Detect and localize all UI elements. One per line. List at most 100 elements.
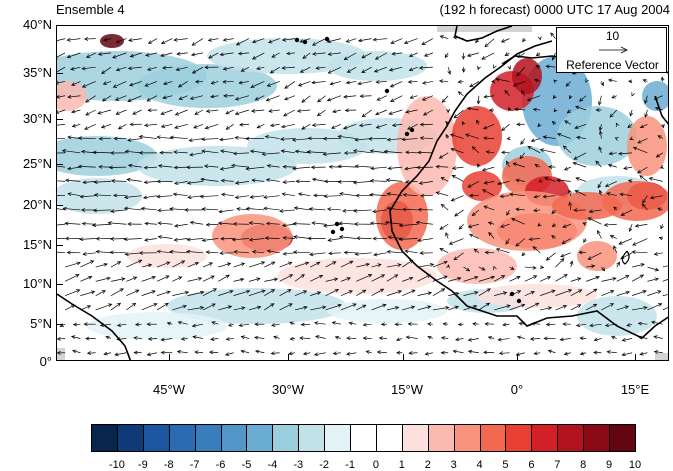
wind-vector-head <box>461 121 466 126</box>
wind-vector <box>631 290 647 296</box>
wind-vector-head <box>292 166 297 171</box>
wind-vector-head <box>334 335 340 340</box>
wind-vector-head <box>102 81 107 85</box>
lake-outline <box>621 250 630 265</box>
colorbar-swatch <box>375 424 403 452</box>
wind-vector <box>211 321 219 325</box>
wind-vector-head <box>271 261 276 266</box>
wind-vector <box>370 166 387 169</box>
wind-vector-head <box>146 322 151 327</box>
wind-vector <box>116 66 127 71</box>
wind-vector <box>266 95 280 101</box>
wind-vector-head <box>397 290 403 294</box>
wind-vector-head <box>435 164 440 169</box>
wind-vector <box>310 306 326 311</box>
lat-tick <box>56 245 63 246</box>
wind-vector-head <box>166 290 171 295</box>
wind-vector <box>440 35 449 39</box>
wind-vector <box>520 138 526 145</box>
wind-vector <box>293 236 311 239</box>
colorbar-swatch <box>168 424 196 452</box>
colorbar-swatch <box>298 424 326 452</box>
wind-vector <box>130 52 142 57</box>
wind-vector-head <box>239 122 244 127</box>
wind-vector-head <box>451 175 456 179</box>
wind-vector <box>160 52 173 57</box>
wind-vector <box>177 351 188 354</box>
wind-vector <box>241 66 250 72</box>
wind-vector-head <box>530 321 536 326</box>
lat-label-40n: 40°N <box>22 17 52 32</box>
wind-vector <box>115 95 127 101</box>
wind-vector <box>264 289 275 296</box>
wind-vector <box>459 224 464 230</box>
wind-vector-head <box>476 163 481 168</box>
wind-vector <box>410 95 418 99</box>
wind-vector <box>467 52 479 57</box>
wind-vector-head <box>422 111 428 116</box>
wind-vector-head <box>210 80 215 85</box>
wind-vector-head <box>386 137 391 142</box>
wind-vector-head <box>634 223 640 228</box>
wind-vector <box>57 251 66 254</box>
wind-vector-head <box>643 305 648 310</box>
wind-vector-head <box>467 224 473 229</box>
wind-vector-head <box>77 136 82 141</box>
wind-vector <box>93 151 112 154</box>
missing-data-patch <box>57 348 65 360</box>
wind-vector-head <box>621 352 626 357</box>
wind-vector-head <box>409 259 414 264</box>
wind-vector-head <box>174 223 179 228</box>
colorbar-label: -4 <box>267 459 278 471</box>
wind-vector-head <box>535 64 540 69</box>
wind-vector <box>228 323 234 327</box>
wind-vector <box>458 81 464 83</box>
wind-vector-head <box>497 181 502 186</box>
wind-vector-head <box>396 350 401 355</box>
wind-vector <box>453 252 464 261</box>
colorbar-swatch <box>91 424 118 452</box>
wind-vector <box>141 276 156 282</box>
wind-vector-head <box>288 351 293 356</box>
wind-vector <box>647 290 661 296</box>
wind-vector <box>162 95 173 99</box>
wind-vector <box>268 109 280 112</box>
wind-vector-head <box>201 207 206 211</box>
wind-vector <box>80 260 94 268</box>
wind-vector-head <box>516 122 521 127</box>
anomaly-shading <box>512 58 542 94</box>
lat-label-30n: 30°N <box>22 111 52 126</box>
wind-vector <box>376 81 387 83</box>
wind-vector-head <box>62 206 67 211</box>
wind-vector-head <box>521 303 526 308</box>
wind-vector <box>97 109 112 114</box>
wind-vector-head <box>376 97 381 101</box>
wind-vector-head <box>522 38 527 43</box>
colorbar-label: -3 <box>293 459 304 471</box>
wind-vector <box>387 193 403 197</box>
wind-vector-head <box>252 39 257 44</box>
wind-vector <box>167 322 173 325</box>
wind-vector-head <box>567 289 573 293</box>
wind-vector-head <box>640 263 645 267</box>
wind-vector-head <box>284 85 289 89</box>
wind-vector <box>309 208 326 211</box>
wind-vector-head <box>127 98 132 103</box>
wind-vector-head <box>151 275 156 280</box>
wind-vector <box>404 166 418 170</box>
wind-vector-head <box>560 258 565 263</box>
wind-vector <box>126 259 142 268</box>
wind-vector-head <box>281 124 286 129</box>
wind-vector <box>105 336 112 339</box>
wind-vector-head <box>447 70 452 75</box>
anomaly-shading <box>452 106 502 166</box>
wind-vector-head <box>240 277 245 282</box>
wind-vector-head <box>520 140 525 145</box>
wind-vector <box>246 208 265 211</box>
wind-vector <box>618 152 633 155</box>
wind-vector <box>499 352 510 354</box>
wind-vector-head <box>127 138 132 142</box>
wind-vector <box>206 251 219 254</box>
wind-vector-head <box>225 337 230 341</box>
wind-vector-head <box>582 222 587 226</box>
